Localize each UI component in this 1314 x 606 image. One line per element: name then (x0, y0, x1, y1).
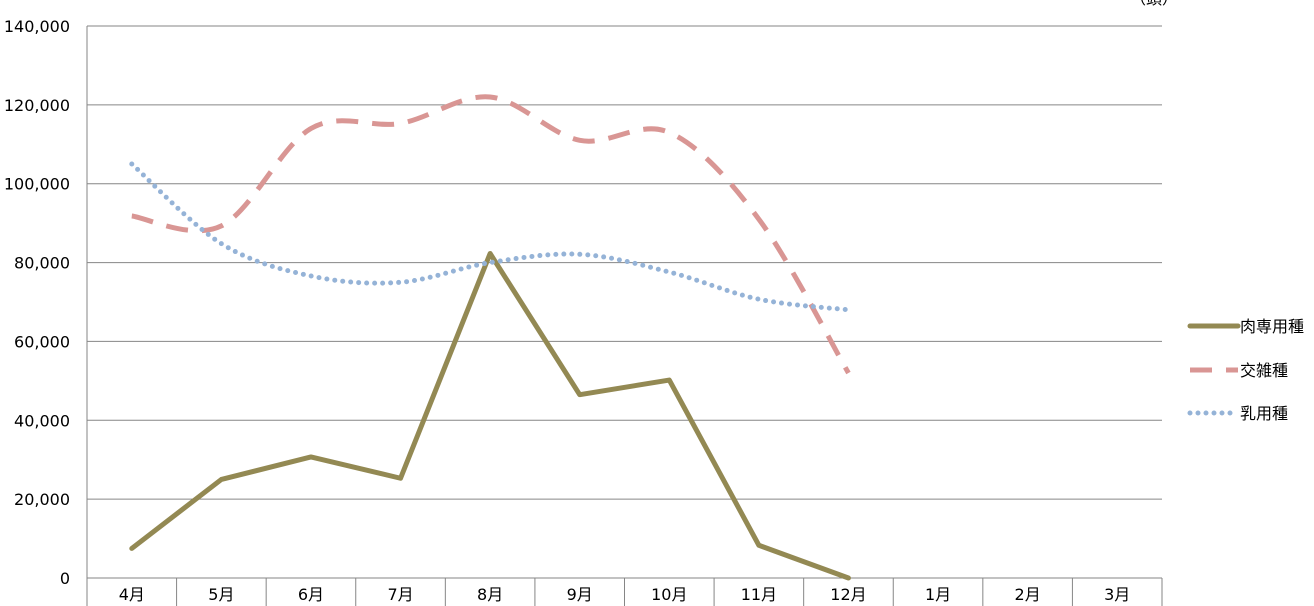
series-line (129, 161, 851, 313)
x-tick-label: 2月 (1015, 585, 1041, 604)
x-tick-label: 4月 (119, 585, 145, 604)
y-tick-label: 0 (60, 569, 70, 588)
x-tick-label: 11月 (741, 585, 777, 604)
y-tick-label: 40,000 (14, 411, 70, 430)
axes (86, 26, 1162, 579)
y-tick-label: 20,000 (14, 490, 70, 509)
x-tick-label: 9月 (567, 585, 593, 604)
y-tick-label: 80,000 (14, 254, 70, 273)
x-tick-label: 8月 (477, 585, 503, 604)
legend-label: 交雑種 (1240, 361, 1288, 380)
legend-label: 肉専用種 (1240, 317, 1304, 336)
x-tick-label: 10月 (651, 585, 687, 604)
x-tick-label: 5月 (208, 585, 234, 604)
series-layer (129, 94, 851, 581)
y-tick-label: 60,000 (14, 332, 70, 351)
x-tick-label: 1月 (925, 585, 951, 604)
series-line (129, 251, 851, 581)
series-line (131, 94, 851, 375)
unit-label: （頭） (1130, 0, 1178, 8)
x-axis-ticks: 4月 5月 6月 7月 8月 9月 10月 11月 12月 1月 2月 3月 (86, 578, 1163, 606)
x-tick-label: 6月 (298, 585, 324, 604)
y-tick-label: 120,000 (4, 96, 70, 115)
x-tick-label: 3月 (1104, 585, 1130, 604)
y-tick-label: 100,000 (4, 175, 70, 194)
legend-label: 乳用種 (1240, 404, 1288, 423)
y-tick-label: 140,000 (4, 17, 70, 36)
x-tick-label: 7月 (387, 585, 413, 604)
gridlines (87, 25, 1162, 500)
y-axis-ticks: 0 20,000 40,000 60,000 80,000 100,000 120,000 1… (4, 17, 70, 588)
x-tick-label: 12月 (830, 585, 866, 604)
